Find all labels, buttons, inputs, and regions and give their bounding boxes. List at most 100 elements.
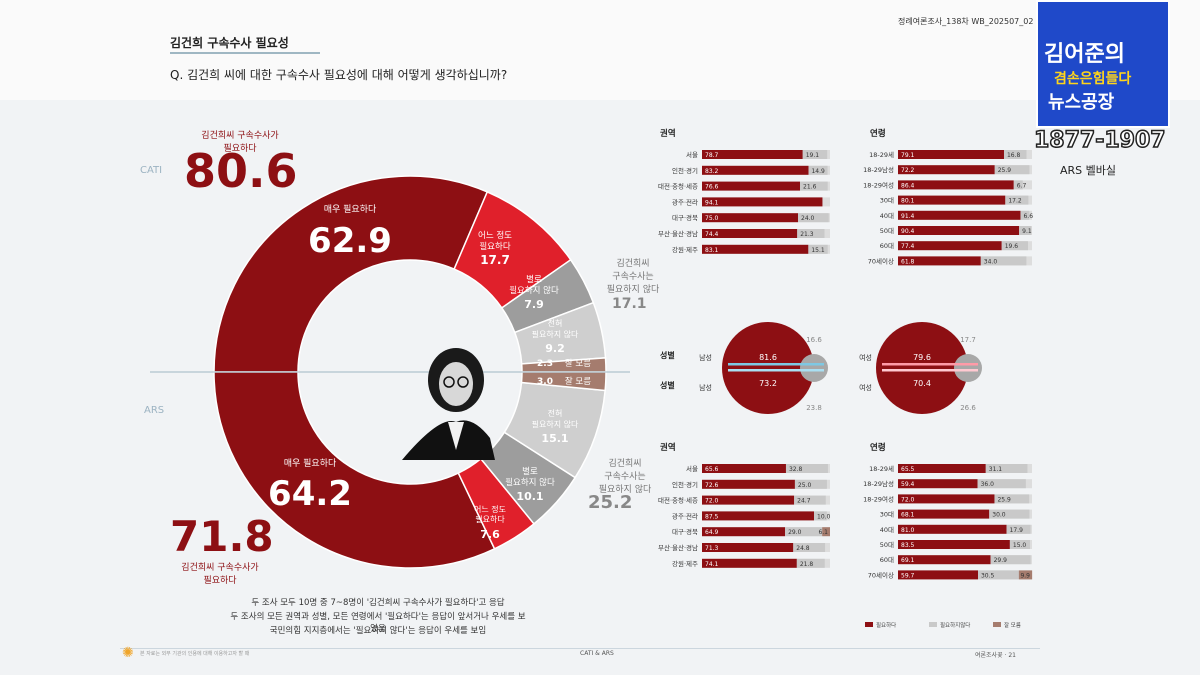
ars-label-1a: 어느 정도 bbox=[474, 504, 506, 514]
cati-age-need-label-0: 79.1 bbox=[901, 152, 915, 159]
cati-age-need-label-4: 91.4 bbox=[901, 213, 915, 220]
ars-age-cat-5: 50대 bbox=[880, 541, 894, 549]
cati-age-cat-7: 70세이상 bbox=[868, 256, 894, 265]
cati-region-no-label-2: 21.6 bbox=[803, 184, 817, 191]
ars-age-no-1 bbox=[977, 479, 1026, 489]
ars-region-cat-0: 서울 bbox=[686, 464, 698, 473]
ars-label-4: 잘 모름 bbox=[565, 376, 591, 387]
ars-age-need-5 bbox=[898, 540, 1010, 549]
ars-region-no-label-0: 32.8 bbox=[789, 466, 803, 473]
cati-age-need-label-5: 90.4 bbox=[901, 228, 915, 235]
ars-label-2a: 별로 bbox=[522, 466, 538, 477]
cati-label-1b: 필요하다 bbox=[479, 241, 510, 252]
ars-not-total: 25.2 bbox=[588, 492, 633, 513]
ars-value-2: 10.1 bbox=[516, 490, 543, 503]
cati-region-no-label-4: 24.0 bbox=[801, 215, 815, 222]
ars-age-no-label-2: 25.9 bbox=[997, 496, 1011, 503]
cati-age-need-label-6: 77.4 bbox=[901, 243, 915, 250]
ars-region-need-5 bbox=[702, 543, 794, 552]
cati-region-cat-2: 대전·충청·세종 bbox=[658, 182, 698, 191]
cati-label-2b: 필요하지 않다 bbox=[509, 285, 559, 296]
cati-age-no-6 bbox=[1001, 241, 1028, 251]
male-need-circle bbox=[722, 322, 814, 414]
female-label-ars: 여성 bbox=[859, 383, 872, 392]
ars-age-cat-1: 18-29남성 bbox=[863, 479, 894, 488]
ars-region-dk-4 bbox=[822, 527, 830, 537]
male-ars-need: 73.2 bbox=[759, 379, 777, 388]
cati-age-need-2 bbox=[898, 180, 1014, 190]
cati-age-need-label-2: 86.4 bbox=[901, 182, 915, 189]
female-ars-need: 70.4 bbox=[913, 379, 931, 388]
cati-region-cat-4: 대구·경북 bbox=[672, 213, 698, 222]
ars-age-need-label-6: 69.1 bbox=[901, 557, 915, 564]
ars-label-3b: 필요하지 않다 bbox=[532, 419, 579, 429]
ars-label-2b: 필요하지 않다 bbox=[505, 477, 555, 488]
cati-region-no-6 bbox=[808, 244, 828, 254]
legend-swatch-1 bbox=[929, 622, 937, 627]
cati-region-no-5 bbox=[797, 229, 825, 238]
cati-age-no-4 bbox=[1020, 210, 1030, 220]
cati-age-need-4 bbox=[898, 210, 1021, 220]
male-cati-no: 16.6 bbox=[806, 336, 822, 344]
ars-age-title: 연령 bbox=[870, 442, 886, 453]
cati-region-need-label-4: 75.0 bbox=[705, 215, 719, 222]
gender-title-ars: 성별 bbox=[660, 380, 675, 390]
ars-region-need-6 bbox=[702, 558, 797, 568]
ars-region-need-0 bbox=[702, 464, 786, 473]
portrait-illustration bbox=[402, 348, 495, 460]
cati-label-3b: 필요하지 않다 bbox=[532, 329, 579, 339]
cati-total-value: 80.6 bbox=[184, 144, 298, 198]
ars-region-no-label-5: 24.8 bbox=[796, 545, 810, 552]
cati-label-1a: 어느 정도 bbox=[478, 230, 512, 241]
female-label-cati: 여성 bbox=[859, 353, 872, 362]
ars-age-no-3 bbox=[989, 509, 1030, 519]
female-no-circle bbox=[954, 354, 982, 382]
cati-age-need-label-1: 72.2 bbox=[901, 167, 915, 174]
cati-region-cat-5: 부산·울산·경남 bbox=[658, 229, 698, 238]
cati-value-2: 7.9 bbox=[524, 298, 544, 311]
cati-age-need-7 bbox=[898, 256, 981, 266]
cati-region-no-label-5: 21.3 bbox=[800, 231, 814, 238]
ars-age-no-label-6: 29.9 bbox=[994, 557, 1008, 564]
title-underline bbox=[170, 52, 320, 54]
ars-age-no-label-5: 15.0 bbox=[1013, 542, 1027, 549]
cati-region-cat-0: 서울 bbox=[686, 150, 698, 159]
footer-left: 본 자료는 외부 기관의 인용에 대해 이용하고자 할 때 bbox=[140, 651, 250, 657]
ars-total-caption: 김건희씨 구속수사가 필요하다 bbox=[181, 563, 259, 586]
cati-not-total: 17.1 bbox=[612, 296, 647, 312]
female-cati-need: 79.6 bbox=[913, 353, 931, 362]
ars-age-no-6 bbox=[990, 555, 1031, 565]
cati-age-need-5 bbox=[898, 226, 1020, 235]
cati-age-need-label-7: 61.8 bbox=[901, 258, 915, 265]
cati-region-title: 권역 bbox=[660, 128, 676, 139]
cati-age-need-1 bbox=[898, 165, 995, 175]
male-cati-need: 81.6 bbox=[759, 353, 777, 362]
ars-age-need-label-5: 83.5 bbox=[901, 542, 915, 549]
cati-age-no-label-3: 17.2 bbox=[1008, 198, 1022, 205]
cati-region-no-label-6: 15.1 bbox=[811, 247, 825, 254]
cati-slice-0 bbox=[213, 175, 489, 373]
footer-rule bbox=[120, 648, 1040, 649]
cati-region-no-1 bbox=[808, 165, 828, 175]
section-title: 김건희 구속수사 필요성 bbox=[170, 36, 289, 50]
logo-line1: 김어준의 bbox=[1044, 42, 1125, 67]
ars-total-value: 71.8 bbox=[170, 512, 274, 561]
cati-region-need-0 bbox=[702, 150, 803, 159]
ars-age-need-7 bbox=[898, 570, 978, 580]
ars-age-cat-6: 60대 bbox=[880, 556, 894, 564]
ars-age-dk-label-7: 9.9 bbox=[1020, 572, 1030, 579]
ars-age-need-2 bbox=[898, 494, 995, 504]
ars-region-no-1 bbox=[794, 479, 827, 489]
ars-region-need-3 bbox=[702, 511, 814, 521]
ars-region-no-label-6: 21.8 bbox=[800, 561, 814, 568]
ars-region-need-2 bbox=[702, 495, 795, 505]
ars-region-cat-6: 강원·제주 bbox=[672, 559, 698, 568]
cati-age-no-7 bbox=[980, 256, 1027, 266]
cati-region-cat-1: 인천·경기 bbox=[672, 166, 698, 175]
cati-age-cat-1: 18-29남성 bbox=[863, 165, 894, 174]
ars-region-need-label-5: 71.3 bbox=[705, 545, 719, 552]
cati-label: CATI bbox=[140, 165, 163, 176]
footnote-2: 두 조사의 모든 권역과 성별, 모든 연령에서 '필요하다'는 응답이 앞서거… bbox=[230, 612, 526, 634]
legend-label-0: 필요하다 bbox=[876, 621, 896, 629]
cati-region-need-4 bbox=[702, 213, 798, 223]
